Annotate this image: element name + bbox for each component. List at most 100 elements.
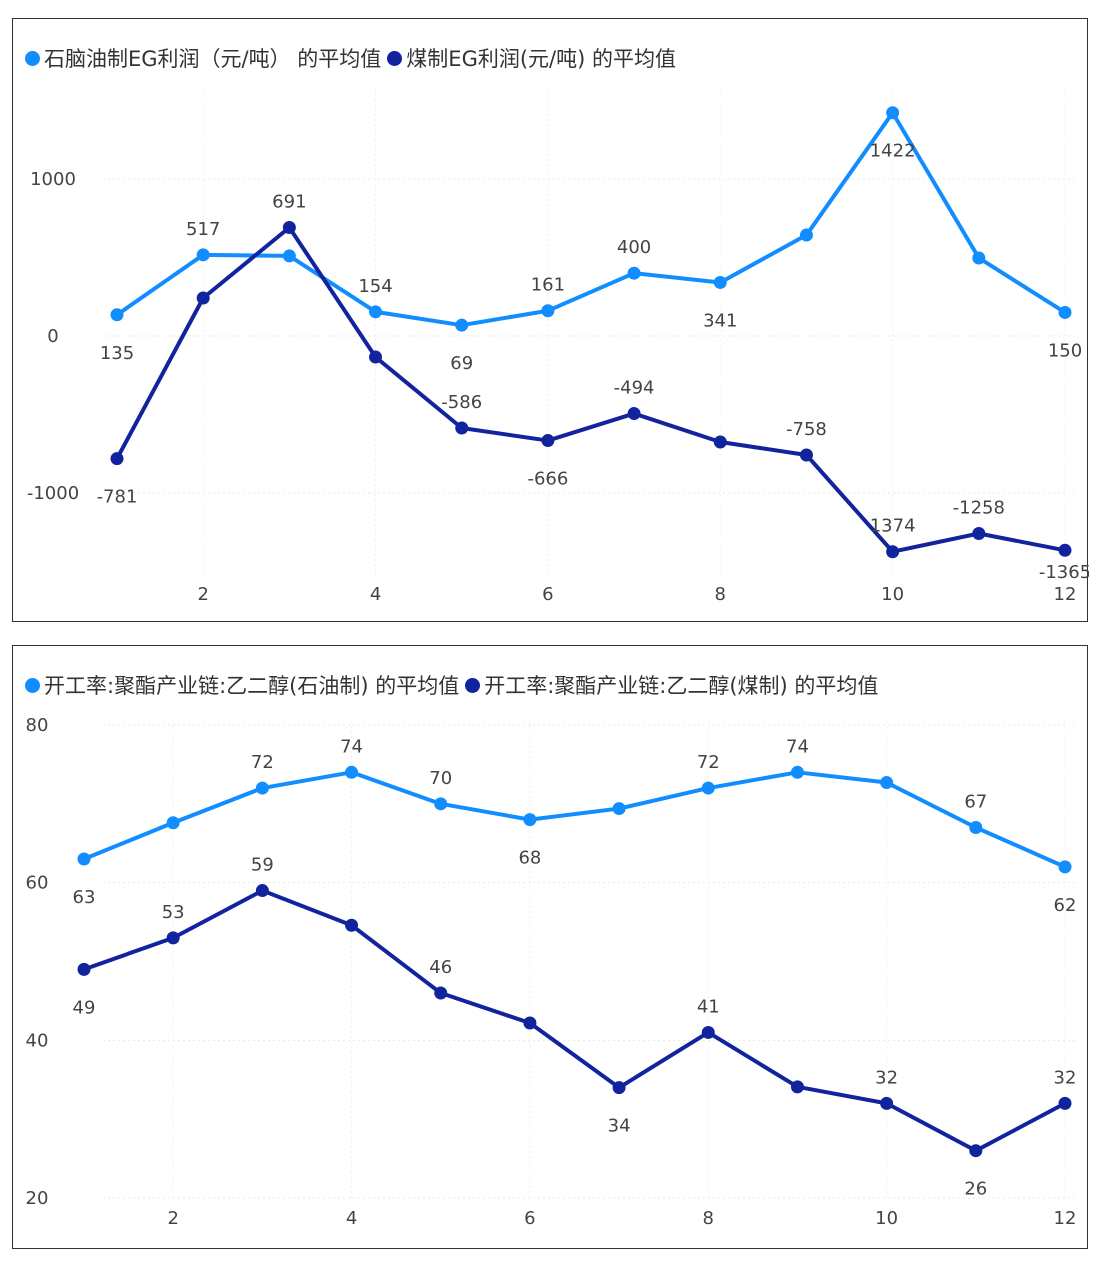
data-label: 32	[875, 1067, 898, 1088]
data-label: 74	[786, 736, 809, 757]
data-point	[612, 1081, 626, 1095]
data-point	[799, 228, 813, 242]
data-label: 41	[697, 996, 720, 1017]
data-label: 70	[429, 768, 452, 789]
data-label: 154	[358, 276, 392, 297]
data-label: 150	[1048, 340, 1082, 361]
x-tick-label: 6	[524, 1208, 535, 1229]
legend-item-petroleum[interactable]: 开工率:聚酯产业链:乙二醇(石油制) 的平均值	[25, 670, 459, 700]
data-point	[455, 421, 469, 435]
data-point	[880, 776, 894, 790]
legend-label: 开工率:聚酯产业链:乙二醇(石油制) 的平均值	[44, 674, 460, 698]
data-point	[627, 407, 641, 421]
data-point	[701, 781, 715, 795]
legend-label: 石脑油制EG利润（元/吨） 的平均值	[44, 47, 382, 71]
data-label: 341	[703, 310, 737, 331]
data-label: -781	[97, 487, 138, 508]
data-point	[1058, 543, 1072, 557]
data-point	[1058, 1096, 1072, 1110]
x-tick-label: 4	[370, 584, 381, 605]
chart-panel-operating-rate: 开工率:聚酯产业链:乙二醇(石油制) 的平均值 开工率:聚酯产业链:乙二醇(煤制…	[12, 645, 1088, 1249]
x-tick-label: 10	[875, 1208, 898, 1229]
data-point	[886, 545, 900, 559]
data-point	[1058, 305, 1072, 319]
chart-panel-eg-profit: 石脑油制EG利润（元/吨） 的平均值 煤制EG利润(元/吨) 的平均值 -100…	[12, 18, 1089, 622]
data-point	[627, 266, 641, 280]
data-point	[612, 802, 626, 816]
data-point	[282, 221, 296, 235]
data-point	[713, 435, 727, 449]
data-label: -758	[786, 419, 827, 440]
data-point	[434, 797, 448, 811]
data-label: 67	[964, 791, 987, 812]
chart-plot: -1000 0 1000 2 4 6 8 10 12 135 517 154 69 161 400 341 14…	[27, 89, 1089, 605]
legend-dot-icon	[25, 50, 40, 66]
data-point	[166, 816, 180, 830]
data-label: 68	[518, 848, 541, 869]
data-label: 72	[251, 752, 274, 773]
series-line-1	[83, 888, 1066, 1153]
x-tick-label: 12	[1054, 584, 1077, 605]
legend-item-coal[interactable]: 开工率:聚酯产业链:乙二醇(煤制) 的平均值	[465, 670, 878, 700]
data-label: 161	[531, 275, 565, 296]
legend: 开工率:聚酯产业链:乙二醇(石油制) 的平均值 开工率:聚酯产业链:乙二醇(煤制…	[25, 670, 884, 700]
y-tick-label: 1000	[30, 169, 76, 190]
legend-dot-icon	[465, 677, 481, 693]
data-point	[455, 318, 469, 332]
data-point	[701, 1025, 715, 1039]
data-label: 53	[162, 902, 185, 923]
data-point	[166, 931, 180, 945]
y-tick-label: 60	[26, 873, 49, 894]
data-point	[972, 527, 986, 541]
data-label: 74	[340, 736, 363, 757]
data-label: 49	[73, 997, 96, 1018]
data-label: 62	[1054, 895, 1077, 916]
x-tick-label: 2	[197, 584, 208, 605]
data-point	[196, 248, 210, 262]
x-tick-label: 2	[167, 1208, 178, 1229]
data-point	[1058, 860, 1072, 874]
data-point	[369, 350, 383, 364]
x-tick-label: 8	[715, 584, 726, 605]
series-line-1	[115, 225, 1066, 554]
data-point	[282, 249, 296, 263]
y-tick-label: 0	[47, 326, 58, 347]
data-label: 69	[450, 353, 473, 374]
data-point	[541, 304, 555, 318]
data-label: 34	[608, 1116, 631, 1137]
data-point	[969, 1144, 983, 1158]
data-point	[196, 291, 210, 305]
data-label: 691	[272, 192, 306, 213]
data-label: -666	[527, 469, 568, 490]
legend-item-naphtha[interactable]: 石脑油制EG利润（元/吨） 的平均值	[25, 43, 381, 73]
legend-dot-icon	[25, 677, 40, 693]
series-line-0	[115, 110, 1067, 328]
data-point	[523, 813, 537, 827]
x-tick-label: 8	[703, 1208, 714, 1229]
data-label: 517	[186, 219, 220, 240]
data-point	[886, 106, 900, 120]
data-point	[345, 765, 359, 779]
data-point	[369, 305, 383, 319]
data-point	[880, 1096, 894, 1110]
data-point	[790, 765, 804, 779]
data-label: -586	[441, 392, 482, 413]
data-label: 32	[1054, 1067, 1077, 1088]
data-label: -1258	[953, 498, 1005, 519]
y-tick-label: 40	[26, 1030, 49, 1051]
data-label: -494	[614, 378, 655, 399]
data-point	[77, 852, 91, 866]
y-tick-label: -1000	[27, 483, 79, 504]
data-label: 1374	[870, 516, 916, 537]
legend-item-coal[interactable]: 煤制EG利润(元/吨) 的平均值	[387, 43, 676, 73]
legend-label: 煤制EG利润(元/吨) 的平均值	[406, 47, 676, 71]
y-tick-label: 20	[26, 1188, 49, 1209]
series-line-0	[83, 770, 1066, 869]
data-label: 72	[697, 752, 720, 773]
data-point	[713, 275, 727, 289]
data-label: 59	[251, 855, 274, 876]
data-point	[969, 820, 983, 834]
data-label: 46	[429, 957, 452, 978]
y-tick-label: 80	[26, 715, 49, 736]
